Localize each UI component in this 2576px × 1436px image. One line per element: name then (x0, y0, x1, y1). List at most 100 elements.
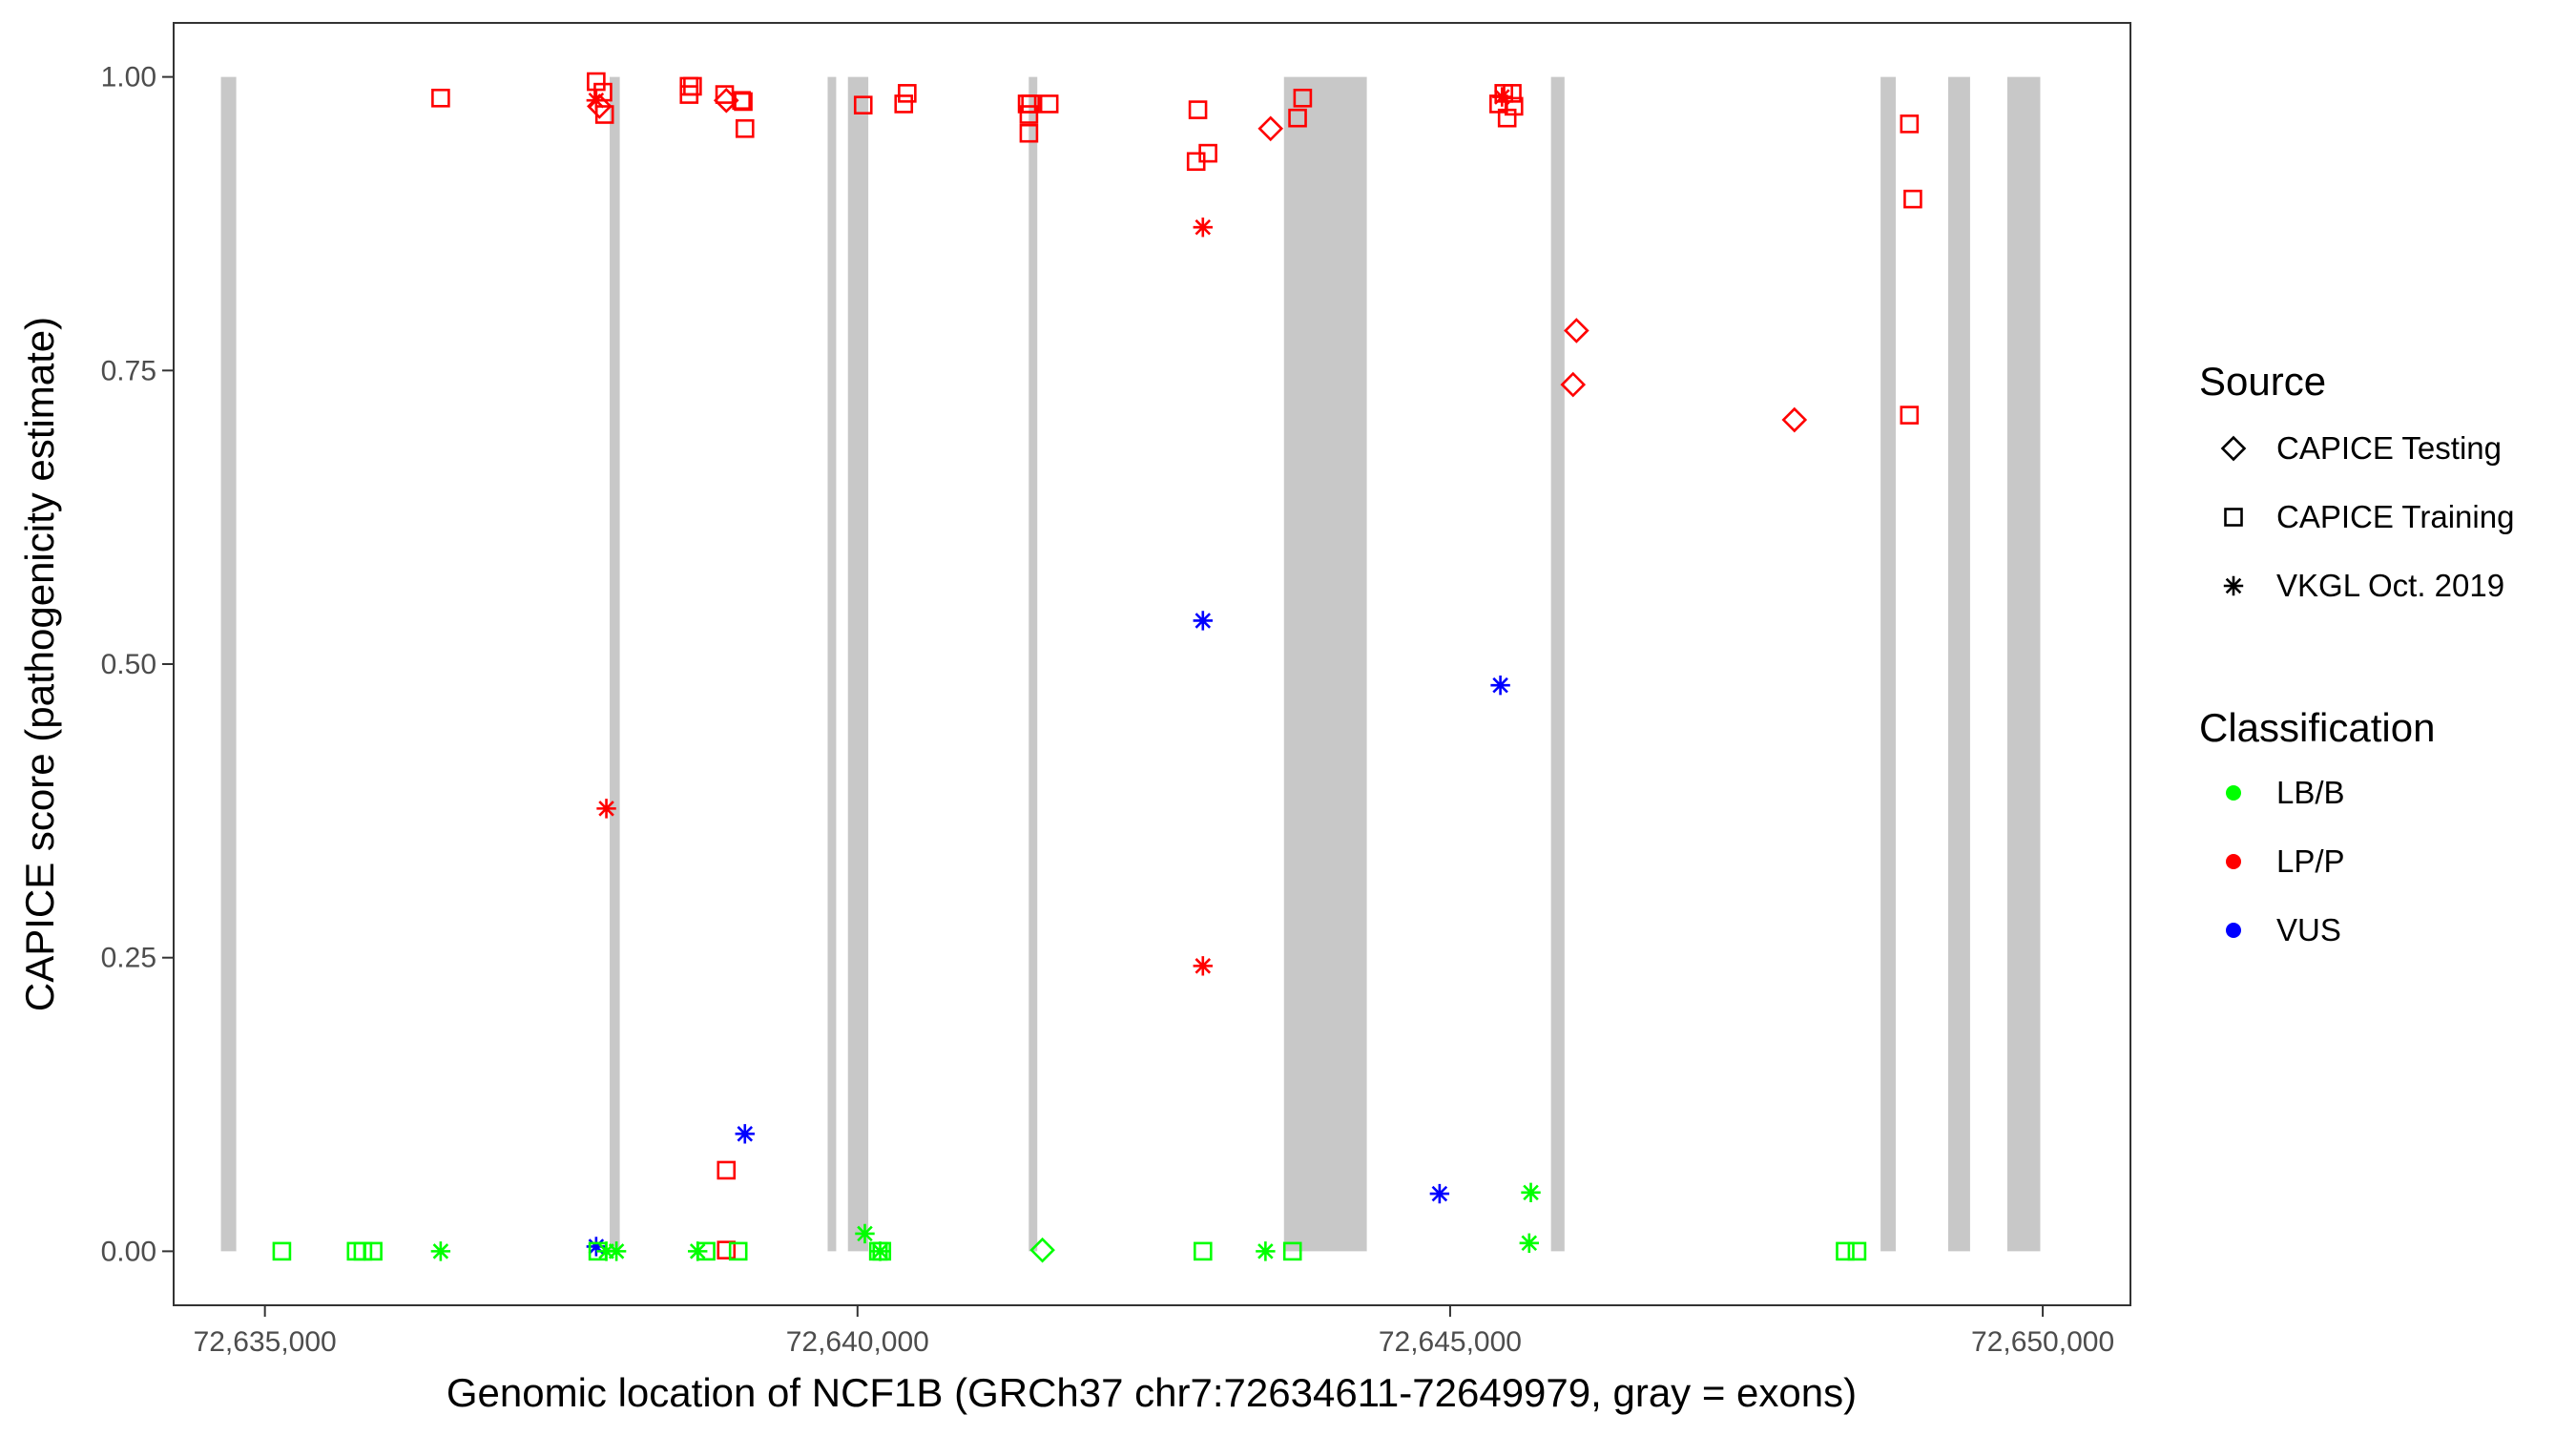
data-point (1019, 123, 1039, 143)
data-point (594, 105, 614, 124)
data-point (1497, 108, 1517, 128)
data-point (683, 76, 702, 96)
x-tick-label: 72,640,000 (786, 1326, 929, 1358)
data-point (898, 84, 917, 103)
legend-source-key (2220, 435, 2247, 462)
y-tick-label: 0.00 (101, 1236, 156, 1267)
exon-band (847, 76, 869, 1252)
data-point (735, 1124, 755, 1144)
legend: Source Classification CAPICE Testing CAPI… (2199, 359, 2514, 947)
data-point (1193, 1241, 1213, 1261)
data-point (1019, 105, 1039, 124)
data-point (1193, 217, 1213, 238)
exon-band (827, 76, 837, 1252)
y-tick-label: 1.00 (101, 62, 156, 94)
data-point (364, 1241, 383, 1261)
data-point (1903, 189, 1922, 209)
legend-class-label: LP/P (2276, 843, 2345, 879)
data-point (1521, 1182, 1541, 1203)
data-point (596, 799, 616, 819)
exon-band (1028, 76, 1038, 1252)
data-point (1847, 1241, 1867, 1261)
data-point (1560, 371, 1587, 398)
data-point (272, 1241, 292, 1261)
exon-band (2006, 76, 2041, 1252)
data-point (1429, 1183, 1450, 1204)
x-axis: 72,635,000 72,640,000 72,645,000 72,650,000 (194, 1305, 2114, 1358)
legend-class-key (2226, 923, 2241, 938)
data-point (606, 1241, 627, 1261)
data-point (1504, 96, 1524, 116)
y-tick-label: 0.75 (101, 355, 156, 386)
data-point (855, 1223, 875, 1244)
data-point (587, 72, 606, 92)
data-point (431, 88, 450, 108)
data-point (1188, 100, 1208, 119)
data-point (735, 118, 755, 138)
data-point (1519, 1233, 1539, 1253)
legend-source-label: CAPICE Testing (2276, 430, 2502, 466)
data-point (586, 1237, 607, 1257)
data-point (596, 1241, 616, 1261)
data-point (1256, 1241, 1276, 1261)
data-point (1039, 94, 1059, 114)
legend-source-label: CAPICE Training (2276, 499, 2514, 534)
y-tick-label: 0.25 (101, 943, 156, 974)
data-point (1198, 143, 1217, 163)
data-point (353, 1241, 373, 1261)
y-axis: 0.00 0.25 0.50 0.75 1.00 (101, 62, 174, 1267)
legend-class-label: LB/B (2276, 775, 2345, 810)
data-points (272, 72, 1922, 1263)
data-point (870, 1241, 890, 1261)
legend-source-key (2223, 575, 2244, 596)
legend-class-title: Classification (2199, 705, 2435, 750)
data-point (346, 1241, 366, 1261)
data-point (1029, 1237, 1055, 1263)
data-point (1836, 1241, 1855, 1261)
data-point (894, 94, 914, 114)
exon-band (1283, 76, 1367, 1252)
data-point (1021, 94, 1040, 114)
data-point (1564, 318, 1589, 343)
legend-class-key (2226, 854, 2241, 869)
exon-band (1550, 76, 1565, 1252)
exon-band (610, 76, 620, 1252)
data-point (1900, 406, 1920, 425)
y-tick-label: 0.50 (101, 649, 156, 680)
data-point (1257, 115, 1284, 142)
data-point (1193, 611, 1213, 631)
data-point (1282, 1241, 1302, 1261)
data-point (1288, 108, 1307, 128)
data-point (1781, 406, 1808, 433)
data-point (717, 1160, 737, 1180)
data-point (1490, 675, 1510, 696)
legend-class-label: VUS (2276, 912, 2341, 947)
data-point (430, 1241, 451, 1261)
data-point (1492, 87, 1512, 107)
legend-class-key (2226, 785, 2241, 801)
data-point (717, 1240, 737, 1259)
exon-bands (220, 76, 2041, 1252)
x-axis-title: Genomic location of NCF1B (GRCh37 chr7:7… (447, 1370, 1857, 1415)
exon-band (1947, 76, 1970, 1252)
data-point (1193, 956, 1213, 976)
plot-panel-border (173, 22, 2131, 1306)
data-point (1293, 88, 1313, 108)
data-point (586, 91, 607, 111)
data-point (734, 92, 753, 112)
legend-source-title: Source (2199, 359, 2326, 404)
legend-source-label: VKGL Oct. 2019 (2276, 568, 2504, 603)
x-tick-label: 72,650,000 (1971, 1326, 2114, 1358)
data-point (853, 95, 873, 114)
data-point (1900, 114, 1920, 134)
x-tick-label: 72,635,000 (194, 1326, 337, 1358)
data-point (696, 1241, 716, 1261)
exon-band (1880, 76, 1897, 1252)
data-point (587, 94, 613, 119)
legend-source-key (2224, 508, 2243, 527)
exon-band (220, 76, 237, 1252)
y-axis-title: CAPICE score (pathogenicity estimate) (17, 317, 62, 1011)
x-tick-label: 72,645,000 (1379, 1326, 1522, 1358)
data-point (728, 1241, 748, 1261)
